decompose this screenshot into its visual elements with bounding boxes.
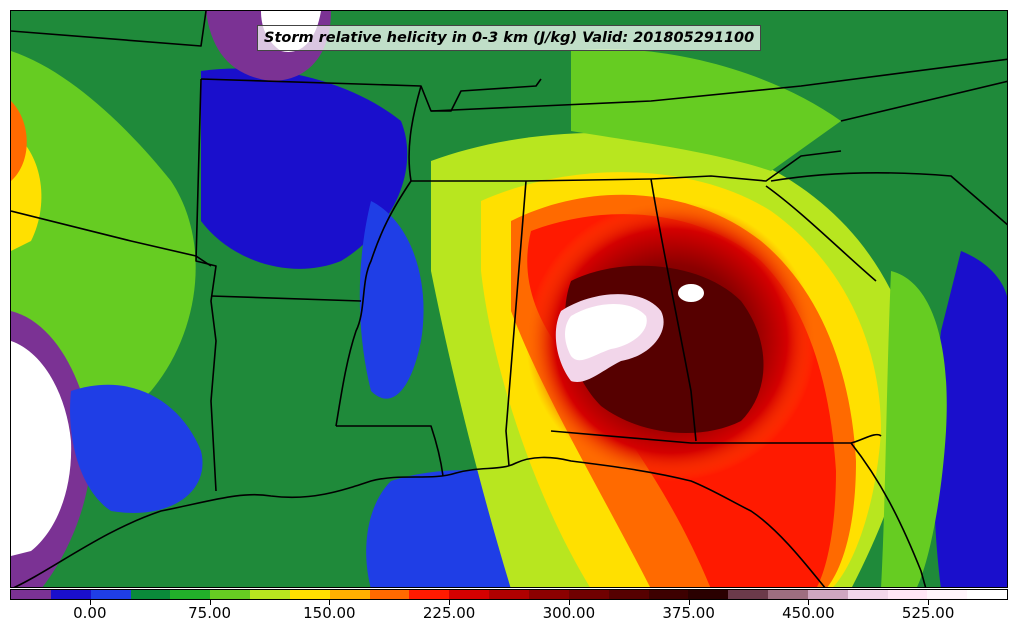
border-ms-al bbox=[505, 180, 527, 467]
border-tx-la-ar bbox=[195, 78, 217, 492]
colorbar-segment bbox=[967, 590, 1008, 599]
colorbar-segment bbox=[568, 590, 609, 599]
colorbar-segment bbox=[528, 590, 569, 599]
colorbar-segment bbox=[728, 590, 769, 599]
colorbar bbox=[10, 589, 1008, 600]
border-tn-ky bbox=[430, 58, 1007, 112]
colorbar-segment bbox=[11, 590, 51, 599]
colorbar-segment bbox=[927, 590, 968, 599]
colorbar-tick-label: 75.00 bbox=[188, 604, 232, 622]
colorbar-tick bbox=[209, 600, 211, 605]
colorbar-tick-label: 150.00 bbox=[303, 604, 356, 622]
border-va bbox=[840, 80, 1007, 122]
field-lime-ne bbox=[571, 49, 841, 171]
border-ar-la bbox=[210, 295, 362, 302]
colorbar-tick bbox=[808, 600, 810, 605]
colorbar-tick-label: 225.00 bbox=[422, 604, 476, 622]
colorbar-segment bbox=[768, 590, 808, 599]
border-al-ga bbox=[650, 178, 697, 442]
coastline-gulf bbox=[13, 456, 826, 587]
colorbar-segment bbox=[90, 590, 131, 599]
colorbar-tick-label: 450.00 bbox=[782, 604, 835, 622]
field-orange-west bbox=[11, 101, 27, 181]
field-lime-atlantic bbox=[881, 271, 947, 587]
border-ga-sc bbox=[765, 185, 877, 282]
colorbar-segment bbox=[847, 590, 888, 599]
colorbar-tick bbox=[449, 600, 451, 605]
colorbar-segment bbox=[289, 590, 330, 599]
field-blue-delta bbox=[359, 201, 424, 399]
colorbar-tick bbox=[329, 600, 331, 605]
border-tx-ok bbox=[11, 210, 212, 267]
colorbar-tick bbox=[89, 600, 91, 605]
colorbar-segment bbox=[130, 590, 171, 599]
colorbar-segment bbox=[210, 590, 251, 599]
field-lime-west bbox=[11, 51, 196, 435]
border-mississippi-river bbox=[335, 85, 422, 427]
border-nc-sc bbox=[770, 171, 1007, 226]
colorbar-tick bbox=[928, 600, 930, 605]
colorbar-segment bbox=[648, 590, 689, 599]
field-core-white bbox=[565, 303, 647, 361]
state-borders bbox=[11, 11, 1007, 587]
field-blue-north bbox=[201, 68, 408, 269]
map-panel: Storm relative helicity in 0-3 km (J/kg)… bbox=[10, 10, 1008, 588]
colorbar-tick-label: 525.00 bbox=[901, 604, 955, 622]
colorbar-tick-label: 375.00 bbox=[662, 604, 715, 622]
colorbar-tick-label: 0.00 bbox=[73, 604, 107, 622]
helicity-field-map bbox=[11, 11, 1007, 587]
colorbar-segment bbox=[329, 590, 370, 599]
colorbar-segment bbox=[409, 590, 450, 599]
colorbar-segment bbox=[608, 590, 649, 599]
colorbar-tick-label: 300.00 bbox=[542, 604, 596, 622]
border-tn-nc bbox=[650, 150, 842, 182]
field-white-west bbox=[11, 341, 72, 556]
colorbar-segment bbox=[170, 590, 211, 599]
field-blue-central bbox=[70, 384, 203, 513]
colorbar-segment bbox=[449, 590, 490, 599]
field-blue-atlantic bbox=[933, 251, 1007, 587]
colorbar-segment bbox=[688, 590, 729, 599]
border-ok-ks bbox=[11, 11, 207, 47]
colorbar-segment bbox=[807, 590, 848, 599]
colorbar-tick bbox=[688, 600, 690, 605]
colorbar-segment bbox=[489, 590, 529, 599]
colorbar-tick bbox=[568, 600, 570, 605]
map-title: Storm relative helicity in 0-3 km (J/kg)… bbox=[257, 25, 762, 51]
field-core-blob bbox=[678, 284, 704, 302]
colorbar-segment bbox=[369, 590, 410, 599]
colorbar-segment bbox=[50, 590, 91, 599]
colorbar-segment bbox=[250, 590, 290, 599]
border-la-ms bbox=[336, 425, 444, 477]
colorbar-segment bbox=[887, 590, 928, 599]
border-ga-fl-coast bbox=[850, 442, 927, 587]
colorbar-ticks: 0.00 75.00 150.00 225.00 300.00 375.00 450.00 5… bbox=[10, 600, 1008, 630]
